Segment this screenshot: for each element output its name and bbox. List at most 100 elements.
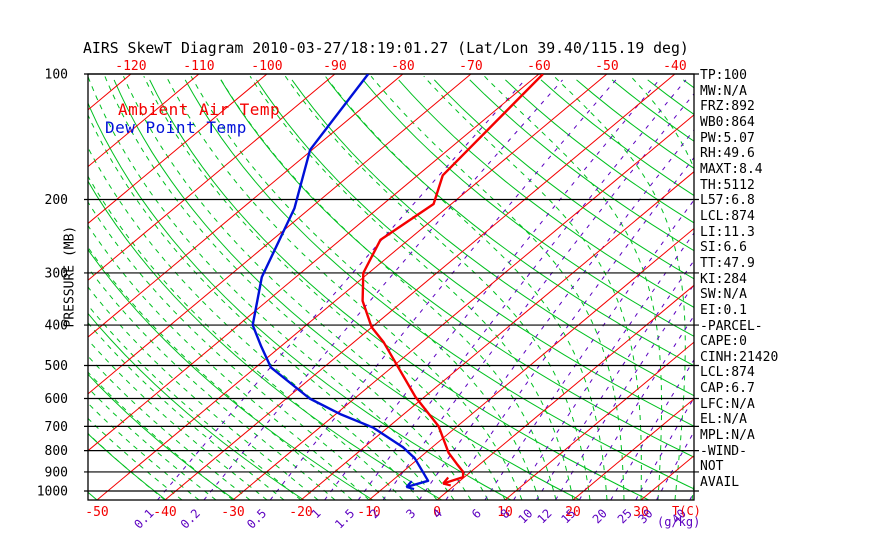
isotherm-line <box>88 74 472 395</box>
isotherm-line <box>88 74 404 338</box>
stat-line: LFC:N/A <box>700 396 755 412</box>
isotherm-line <box>88 74 540 452</box>
moist-adiabat-line <box>88 339 268 500</box>
stat-line: SW:N/A <box>700 287 747 303</box>
top-temp-tick-label: -110 <box>183 59 214 74</box>
moist-adiabat-line <box>88 76 455 500</box>
moist-adiabat-line <box>553 75 686 500</box>
isotherm-line <box>88 74 200 168</box>
stat-line: EL:N/A <box>700 412 747 428</box>
top-temp-tick-label: -80 <box>391 59 414 74</box>
mixing-ratio-label: 1.5 <box>332 506 357 531</box>
pressure-tick-label: 500 <box>45 359 68 374</box>
moist-adiabat-line <box>88 432 166 500</box>
bottom-temp-tick-label: -40 <box>153 505 176 520</box>
pressure-tick-label: 200 <box>45 193 68 208</box>
mixing-ratio-label: 20 <box>590 506 610 526</box>
mixing-ratio-line <box>203 79 563 500</box>
mixing-ratio-line <box>578 314 694 500</box>
pressure-tick-label: 900 <box>45 465 68 480</box>
top-temp-tick-label: -90 <box>323 59 346 74</box>
isotherm-line <box>572 398 694 500</box>
stat-line: SI:6.6 <box>700 240 747 256</box>
isotherm-line <box>88 74 268 225</box>
dry-adiabat-line <box>88 312 305 500</box>
mixing-ratio-line <box>157 79 526 500</box>
dry-adiabat-line <box>184 79 694 490</box>
mixing-ratio-unit-label: (g/kg) <box>657 515 701 529</box>
pressure-tick-label: 1000 <box>37 485 68 500</box>
mixing-ratio-line <box>484 199 694 500</box>
moist-adiabat-line <box>88 304 302 500</box>
stat-line: LCL:874 <box>700 208 755 224</box>
stat-line: MPL:N/A <box>700 428 755 444</box>
mixing-ratio-line <box>535 259 694 500</box>
trace-arrowhead <box>442 482 452 487</box>
dry-adiabat-line <box>327 79 694 367</box>
mixing-ratio-label: 0.5 <box>244 506 269 531</box>
moist-adiabat-line <box>88 387 217 500</box>
stat-line: -PARCEL- <box>700 318 763 334</box>
mixing-ratio-line <box>555 283 694 500</box>
mixing-ratio-label: 3 <box>403 506 418 521</box>
pressure-tick-label: 600 <box>45 392 68 407</box>
bottom-temp-tick-label: 20 <box>565 505 581 520</box>
dry-adiabat-line <box>505 79 694 224</box>
top-temp-tick-label: -60 <box>527 59 550 74</box>
moist-adiabat-line <box>370 75 625 500</box>
isotherm-line <box>436 284 694 500</box>
stat-line: L57:6.8 <box>700 193 755 209</box>
moist-adiabat-line <box>165 75 523 500</box>
moist-adiabat-line <box>423 75 642 500</box>
stat-line: TH:5112 <box>700 177 755 193</box>
moist-adiabat-line <box>143 75 506 500</box>
moist-adiabat-line <box>88 201 387 500</box>
dry-adiabat-line <box>362 79 694 337</box>
isotherm-line <box>232 114 694 500</box>
mixing-ratio-line <box>382 93 694 500</box>
stat-line: MW:N/A <box>700 83 747 99</box>
dry-adiabat-line <box>469 79 694 252</box>
stat-line: TP:100 <box>700 68 747 83</box>
moist-adiabat-line <box>123 76 489 500</box>
top-temp-tick-label: -70 <box>459 59 482 74</box>
moist-adiabat-line <box>88 146 421 500</box>
stat-line: FRZ:892 <box>700 99 755 115</box>
mixing-ratio-line <box>635 396 694 500</box>
pressure-tick-label: 800 <box>45 444 68 459</box>
dry-adiabat-line <box>88 433 167 500</box>
mixing-ratio-label: 0.2 <box>178 506 203 531</box>
isotherm-line <box>300 171 694 500</box>
isotherm-line <box>368 227 694 500</box>
moist-adiabat-line <box>484 75 663 500</box>
stat-line: LCL:874 <box>700 365 755 381</box>
moist-adiabat-line <box>324 75 608 500</box>
mixing-ratio-line <box>269 79 617 500</box>
stat-line: KI:284 <box>700 271 747 287</box>
dry-adiabat-line <box>576 79 694 169</box>
moist-adiabat-line <box>88 266 336 500</box>
dry-adiabat-line <box>291 79 694 397</box>
dry-adiabat-line <box>433 79 694 280</box>
mixing-ratio-line <box>324 79 660 500</box>
pressure-tick-label: 100 <box>45 68 68 83</box>
legend-dew-point-temp: Dew Point Temp <box>105 118 247 137</box>
isotherm-line <box>88 74 336 281</box>
bottom-temp-tick-label: -10 <box>357 505 380 520</box>
mixing-ratio-line <box>357 79 687 500</box>
pressure-tick-label: 700 <box>45 420 68 435</box>
stat-line: NOT <box>700 459 724 475</box>
pressure-tick-label: 400 <box>45 319 68 334</box>
stat-line: PW:5.07 <box>700 130 755 146</box>
trace-arrowhead <box>442 476 450 485</box>
temperature-trace <box>361 74 544 485</box>
dry-adiabat-line <box>113 79 581 500</box>
stats-panel: TP:100 MW:N/A FRZ:892 WB0:864 PW:5.07 RH:49.6… <box>700 68 778 491</box>
pressure-tick-label: 300 <box>45 266 68 281</box>
stat-line: TT:47.9 <box>700 255 755 271</box>
isotherm-line <box>504 341 694 500</box>
bottom-temp-tick-label: 10 <box>497 505 513 520</box>
dewpoint-trace <box>251 74 430 489</box>
